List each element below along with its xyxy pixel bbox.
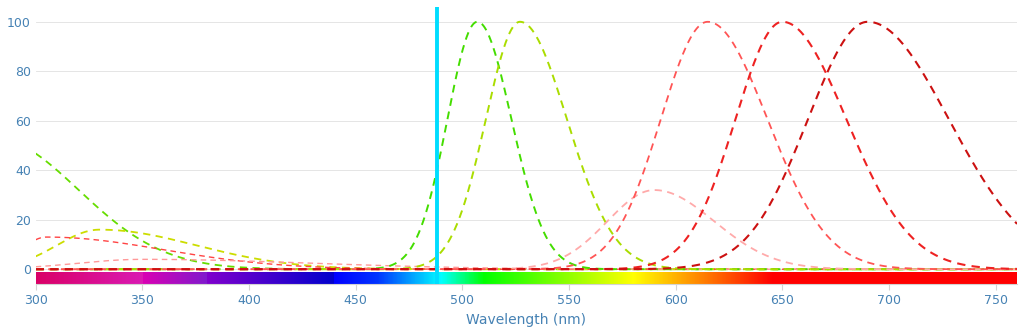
- X-axis label: Wavelength (nm): Wavelength (nm): [466, 313, 587, 327]
